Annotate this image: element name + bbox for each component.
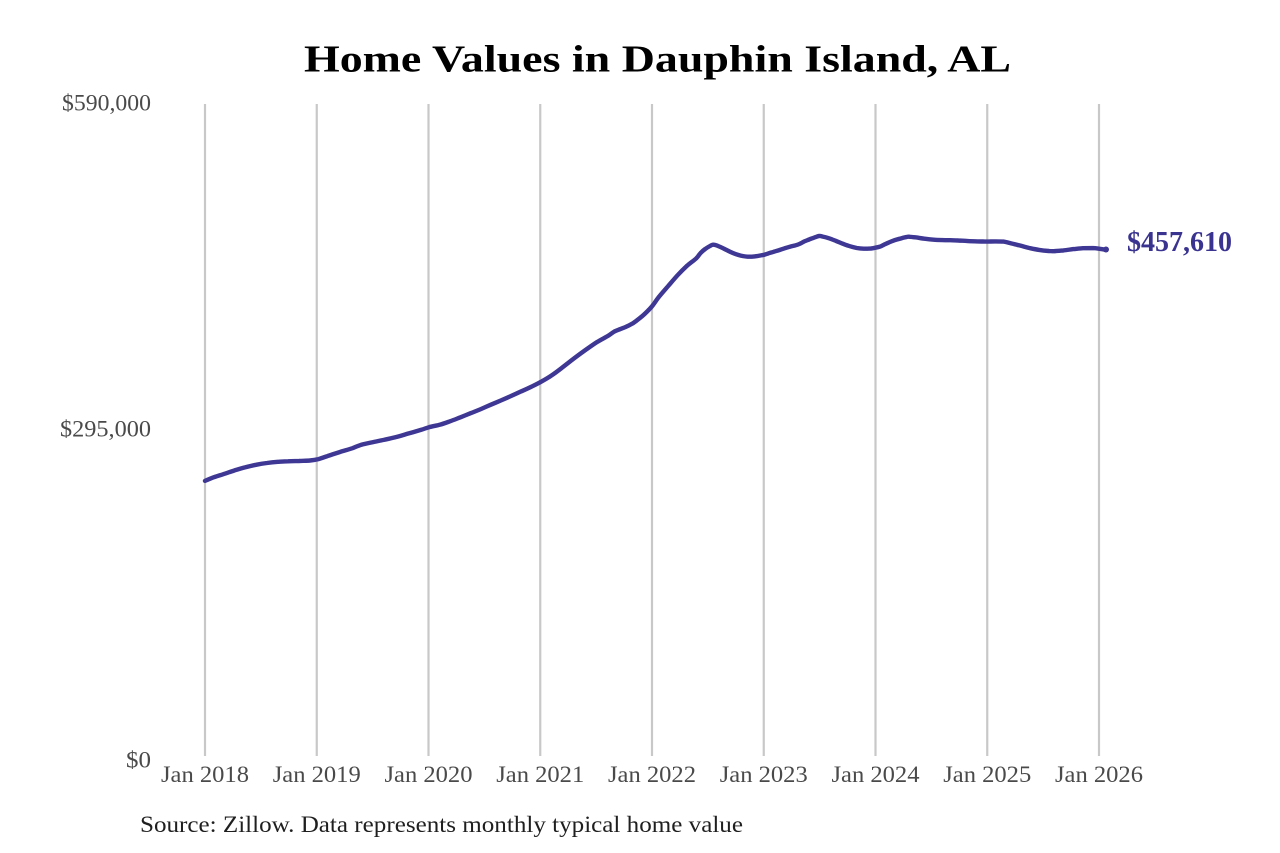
svg-text:Jan 2021: Jan 2021 <box>496 762 584 787</box>
svg-text:Jan 2020: Jan 2020 <box>385 762 473 787</box>
svg-text:$295,000: $295,000 <box>60 417 151 442</box>
svg-text:Source: Zillow. Data represent: Source: Zillow. Data represents monthly … <box>140 812 743 837</box>
svg-text:Jan 2025: Jan 2025 <box>943 762 1031 787</box>
svg-text:Jan 2019: Jan 2019 <box>273 762 361 787</box>
svg-text:Jan 2023: Jan 2023 <box>720 762 808 787</box>
svg-text:Jan 2026: Jan 2026 <box>1055 762 1143 787</box>
svg-text:Jan 2018: Jan 2018 <box>161 762 249 787</box>
svg-text:$590,000: $590,000 <box>62 91 151 116</box>
svg-text:Jan 2022: Jan 2022 <box>608 762 696 787</box>
svg-text:$457,610: $457,610 <box>1127 227 1232 258</box>
svg-text:Jan 2024: Jan 2024 <box>832 762 921 787</box>
svg-text:$0: $0 <box>126 748 151 773</box>
svg-text:Home Values in Dauphin Island,: Home Values in Dauphin Island, AL <box>304 39 1011 81</box>
